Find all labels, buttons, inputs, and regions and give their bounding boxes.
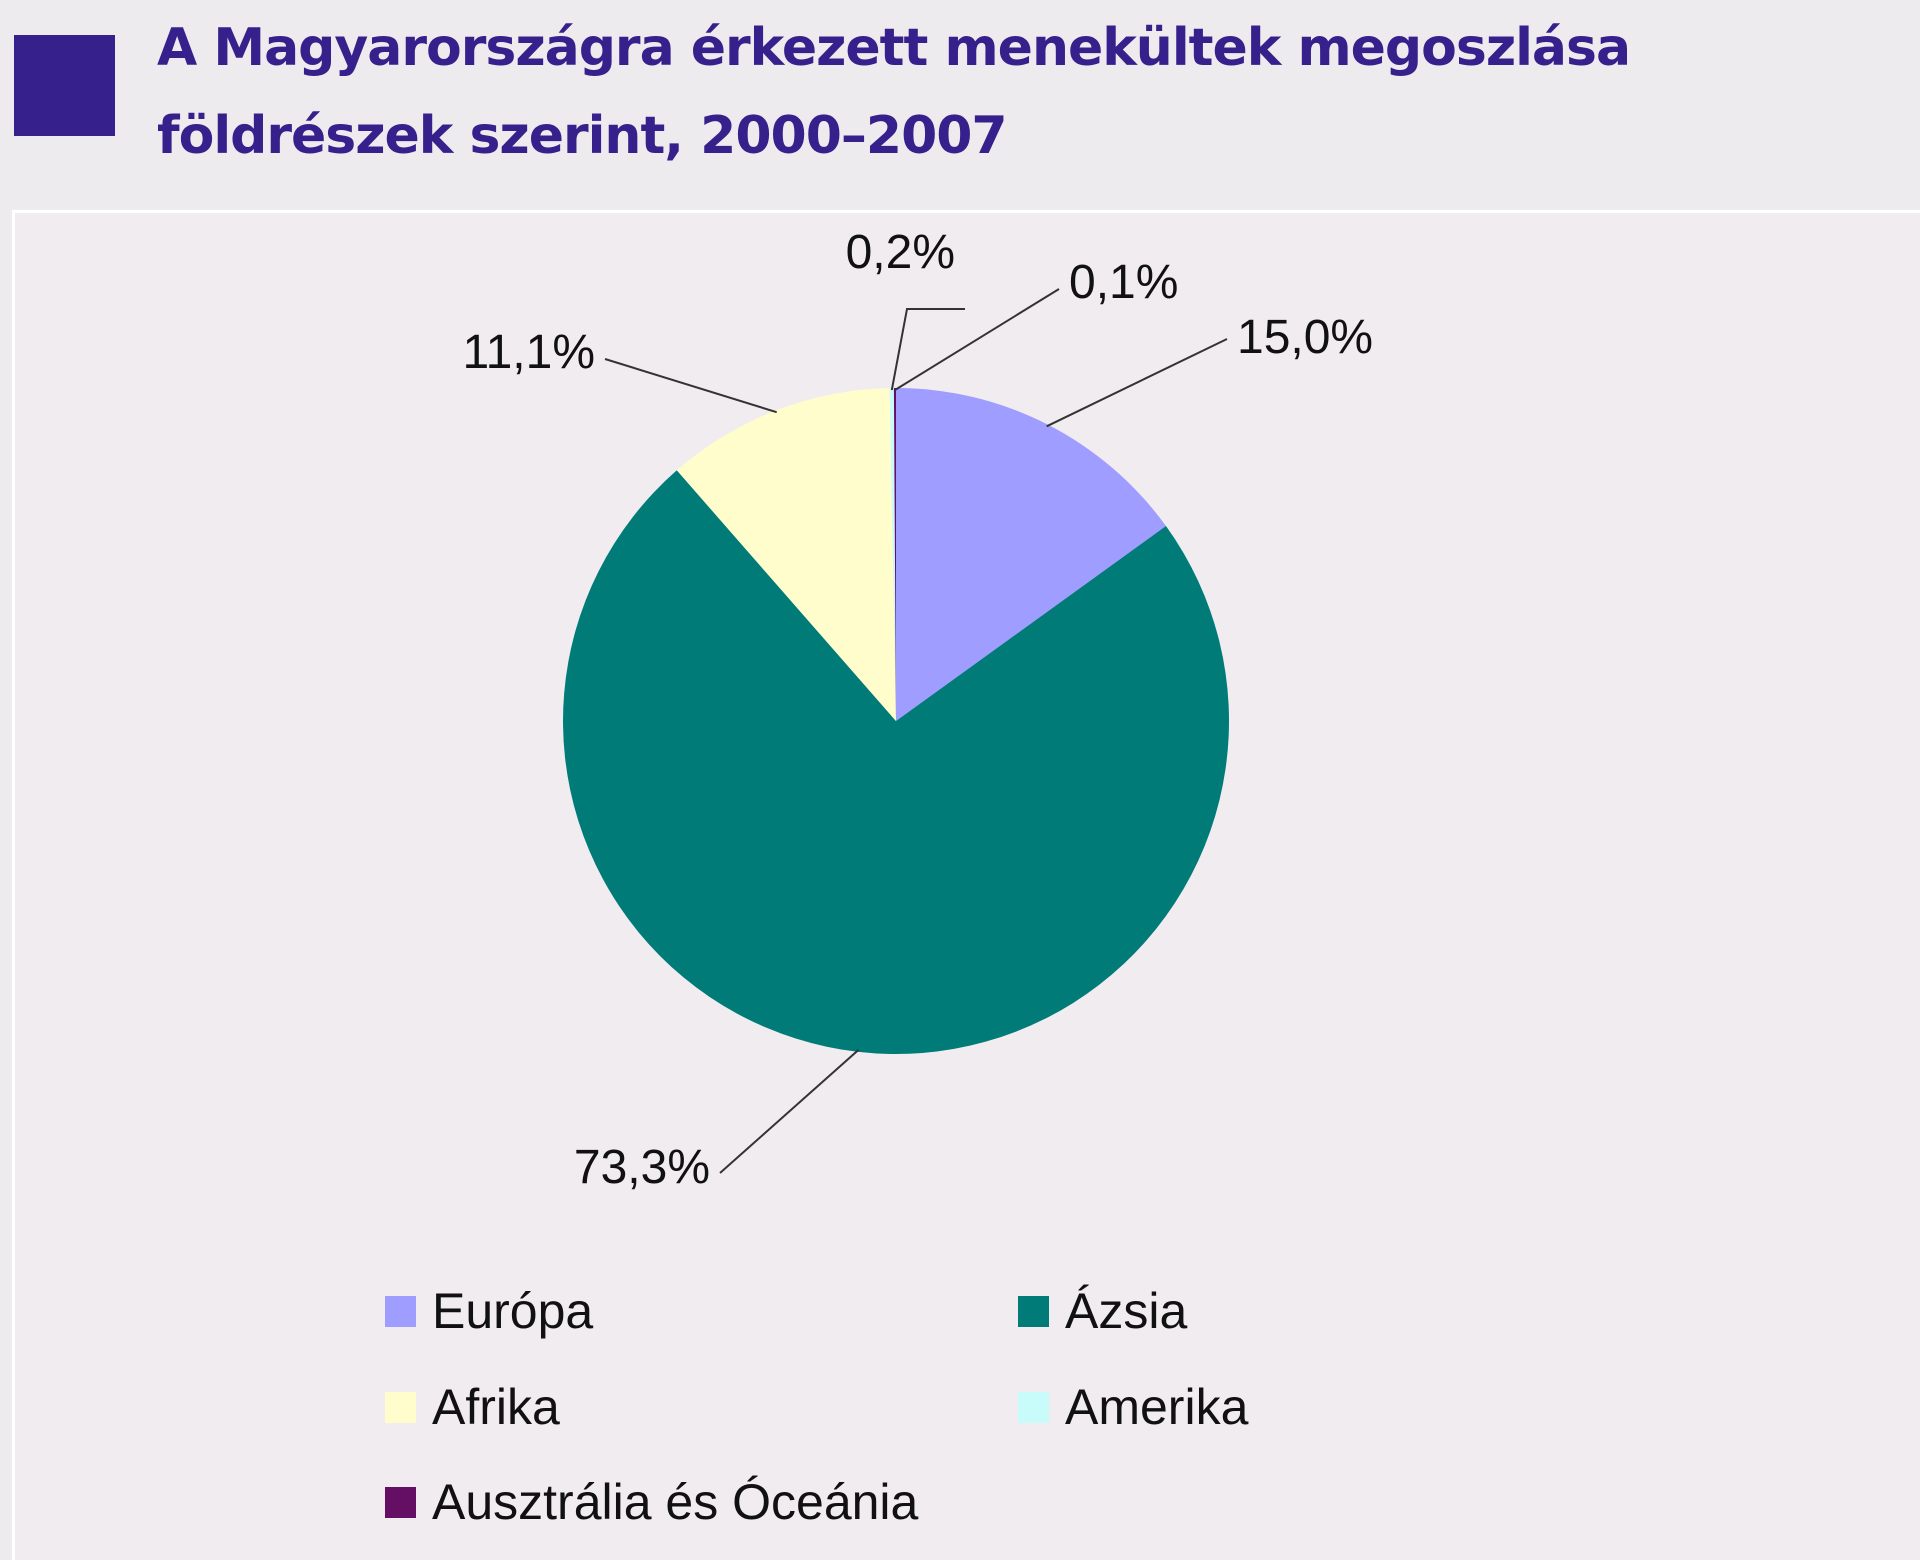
legend-item-europa: Európa [385, 1281, 593, 1341]
legend-label-amerika: Amerika [1065, 1379, 1249, 1435]
pie-slice-3 [889, 388, 896, 721]
legend-swatch-azsia [1018, 1295, 1049, 1327]
title-marker [14, 35, 115, 136]
legend-item-ausztralia-es-oceania: Ausztrália és Óceánia [385, 1472, 918, 1532]
data-label-4: 0,1% [1069, 256, 1178, 309]
legend-swatch-ausztralia-es-oceania [385, 1486, 416, 1518]
chart-panel: 15,0% 73,3% 11,1% 0,2% 0,1% Európa Ázsia Afr… [12, 210, 1920, 1560]
pie-slice-2 [676, 388, 896, 721]
data-label-2: 11,1% [462, 326, 595, 379]
leader-line-3 [890, 308, 965, 391]
legend-swatch-europa [385, 1295, 416, 1327]
pie-slice-0 [896, 388, 1166, 721]
leader-line-0 [1046, 338, 1228, 428]
legend-label-europa: Európa [432, 1283, 594, 1339]
legend-item-amerika: Amerika [1018, 1377, 1248, 1437]
legend-label-ausztralia-es-oceania: Ausztrália és Óceánia [432, 1474, 919, 1530]
leader-line-4 [894, 288, 1060, 391]
leader-line-1 [719, 1049, 860, 1174]
chart-title: A Magyarországra érkezett menekültek meg… [157, 18, 1631, 166]
data-label-3: 0,2% [846, 226, 955, 279]
pie-slice-1 [563, 470, 1230, 1055]
data-label-1: 73,3% [574, 1141, 710, 1194]
legend-label-azsia: Ázsia [1065, 1283, 1188, 1339]
pie-chart: 15,0% 73,3% 11,1% 0,2% 0,1% [462, 226, 1373, 1194]
legend-swatch-afrika [385, 1391, 416, 1423]
pie-slice-4 [893, 388, 896, 721]
leader-line-2 [604, 358, 777, 414]
legend-item-afrika: Afrika [385, 1377, 560, 1437]
legend-label-afrika: Afrika [432, 1379, 560, 1435]
data-label-0: 15,0% [1237, 311, 1373, 364]
legend-item-azsia: Ázsia [1018, 1281, 1187, 1341]
legend-swatch-amerika [1018, 1391, 1049, 1423]
